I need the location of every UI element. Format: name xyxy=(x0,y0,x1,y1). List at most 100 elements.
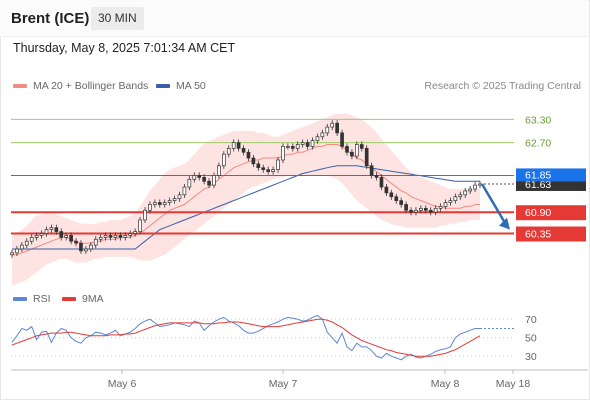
candle xyxy=(458,194,463,198)
candle xyxy=(15,248,19,254)
candle xyxy=(330,122,335,128)
candle xyxy=(310,140,315,147)
candle xyxy=(172,198,177,201)
candle xyxy=(123,235,128,238)
candle xyxy=(364,148,369,167)
candle xyxy=(138,219,142,232)
level-label-62.70: 62.70 xyxy=(525,138,551,150)
bollinger-swatch xyxy=(13,84,27,88)
candle xyxy=(448,200,453,203)
candle xyxy=(34,235,39,238)
candle xyxy=(148,204,152,211)
candle xyxy=(404,204,408,211)
candle xyxy=(128,233,133,236)
candle xyxy=(340,132,344,147)
candle xyxy=(226,148,231,155)
candle xyxy=(453,196,458,201)
candle xyxy=(44,229,49,234)
legend-ma50: MA 50 xyxy=(156,80,206,92)
candle xyxy=(256,163,261,169)
candle xyxy=(162,202,167,205)
candle xyxy=(118,235,123,238)
forecast-arrow-shaft xyxy=(480,183,508,226)
x-axis: May 6 May 7 May 8 May 18 xyxy=(11,369,588,390)
ma9-swatch xyxy=(62,297,76,301)
x-tick-label: May 7 xyxy=(269,378,298,390)
candle xyxy=(359,144,364,149)
bollinger-band xyxy=(12,113,480,286)
candle xyxy=(409,209,413,213)
candle xyxy=(350,151,354,157)
ma50-swatch xyxy=(156,84,170,88)
candle xyxy=(187,178,192,188)
candle xyxy=(212,175,216,186)
timestamp: Thursday, May 8, 2025 7:01:34 AM CET xyxy=(13,41,236,55)
candle xyxy=(423,207,428,211)
candle xyxy=(202,177,206,182)
candle xyxy=(98,237,103,240)
candle xyxy=(59,231,64,238)
candle xyxy=(428,209,433,213)
candle xyxy=(64,235,69,238)
rsi-line xyxy=(11,314,480,361)
candle xyxy=(39,233,44,236)
candle xyxy=(113,235,118,238)
candle xyxy=(231,142,236,149)
candle xyxy=(468,188,472,192)
legend-ma50-label: MA 50 xyxy=(176,80,206,92)
candle xyxy=(222,153,226,167)
candle xyxy=(325,126,330,134)
candle xyxy=(182,186,187,196)
candle xyxy=(419,207,423,211)
candle xyxy=(251,157,256,165)
candle xyxy=(88,244,93,250)
legend-rsi: RSI xyxy=(13,293,51,305)
rsi-ma9-line xyxy=(11,318,481,357)
level-tag-60.35 xyxy=(516,226,586,242)
candle xyxy=(271,169,275,172)
candle xyxy=(84,248,88,252)
candle xyxy=(10,252,14,256)
interval-button[interactable]: 30 MIN xyxy=(91,7,144,30)
candle xyxy=(389,192,394,198)
candle xyxy=(281,146,285,161)
candle xyxy=(192,175,197,180)
candle xyxy=(384,186,389,194)
candle xyxy=(133,231,137,234)
header-bar: Brent (ICE) 30 MIN xyxy=(0,0,588,37)
candle xyxy=(295,144,300,149)
candle xyxy=(54,227,59,232)
candle xyxy=(414,209,418,213)
candle xyxy=(143,209,147,221)
candle xyxy=(207,180,211,186)
candle xyxy=(369,165,374,176)
candle xyxy=(266,169,270,172)
candle xyxy=(236,142,241,149)
candle xyxy=(79,242,83,252)
candle xyxy=(276,159,280,171)
candle xyxy=(29,237,34,242)
level-tag-60.90 xyxy=(516,205,586,221)
candle xyxy=(463,190,468,196)
pivot-label-overlay: 61.85 xyxy=(525,169,551,181)
rsi-swatch xyxy=(13,297,27,301)
legend-bollinger: MA 20 + Bollinger Bands xyxy=(13,80,148,92)
level-label-60.35: 60.35 xyxy=(525,229,551,241)
candle xyxy=(379,177,384,188)
candle xyxy=(93,238,98,246)
candle xyxy=(399,200,404,205)
candle xyxy=(49,227,54,230)
credit-text: Research © 2025 Trading Central xyxy=(424,80,581,92)
candle xyxy=(177,194,182,200)
x-tick-label: May 6 xyxy=(108,378,137,390)
candle xyxy=(167,200,172,203)
rsi-tick-70: 70 xyxy=(525,314,537,326)
forecast-arrow-head xyxy=(499,217,510,230)
pivot-tag-overlay xyxy=(516,168,586,182)
rsi-tick-50: 50 xyxy=(525,333,537,345)
candle xyxy=(197,175,202,178)
level-label-63.30: 63.30 xyxy=(525,114,551,126)
rsi-pane: 70 50 30 xyxy=(11,314,537,363)
